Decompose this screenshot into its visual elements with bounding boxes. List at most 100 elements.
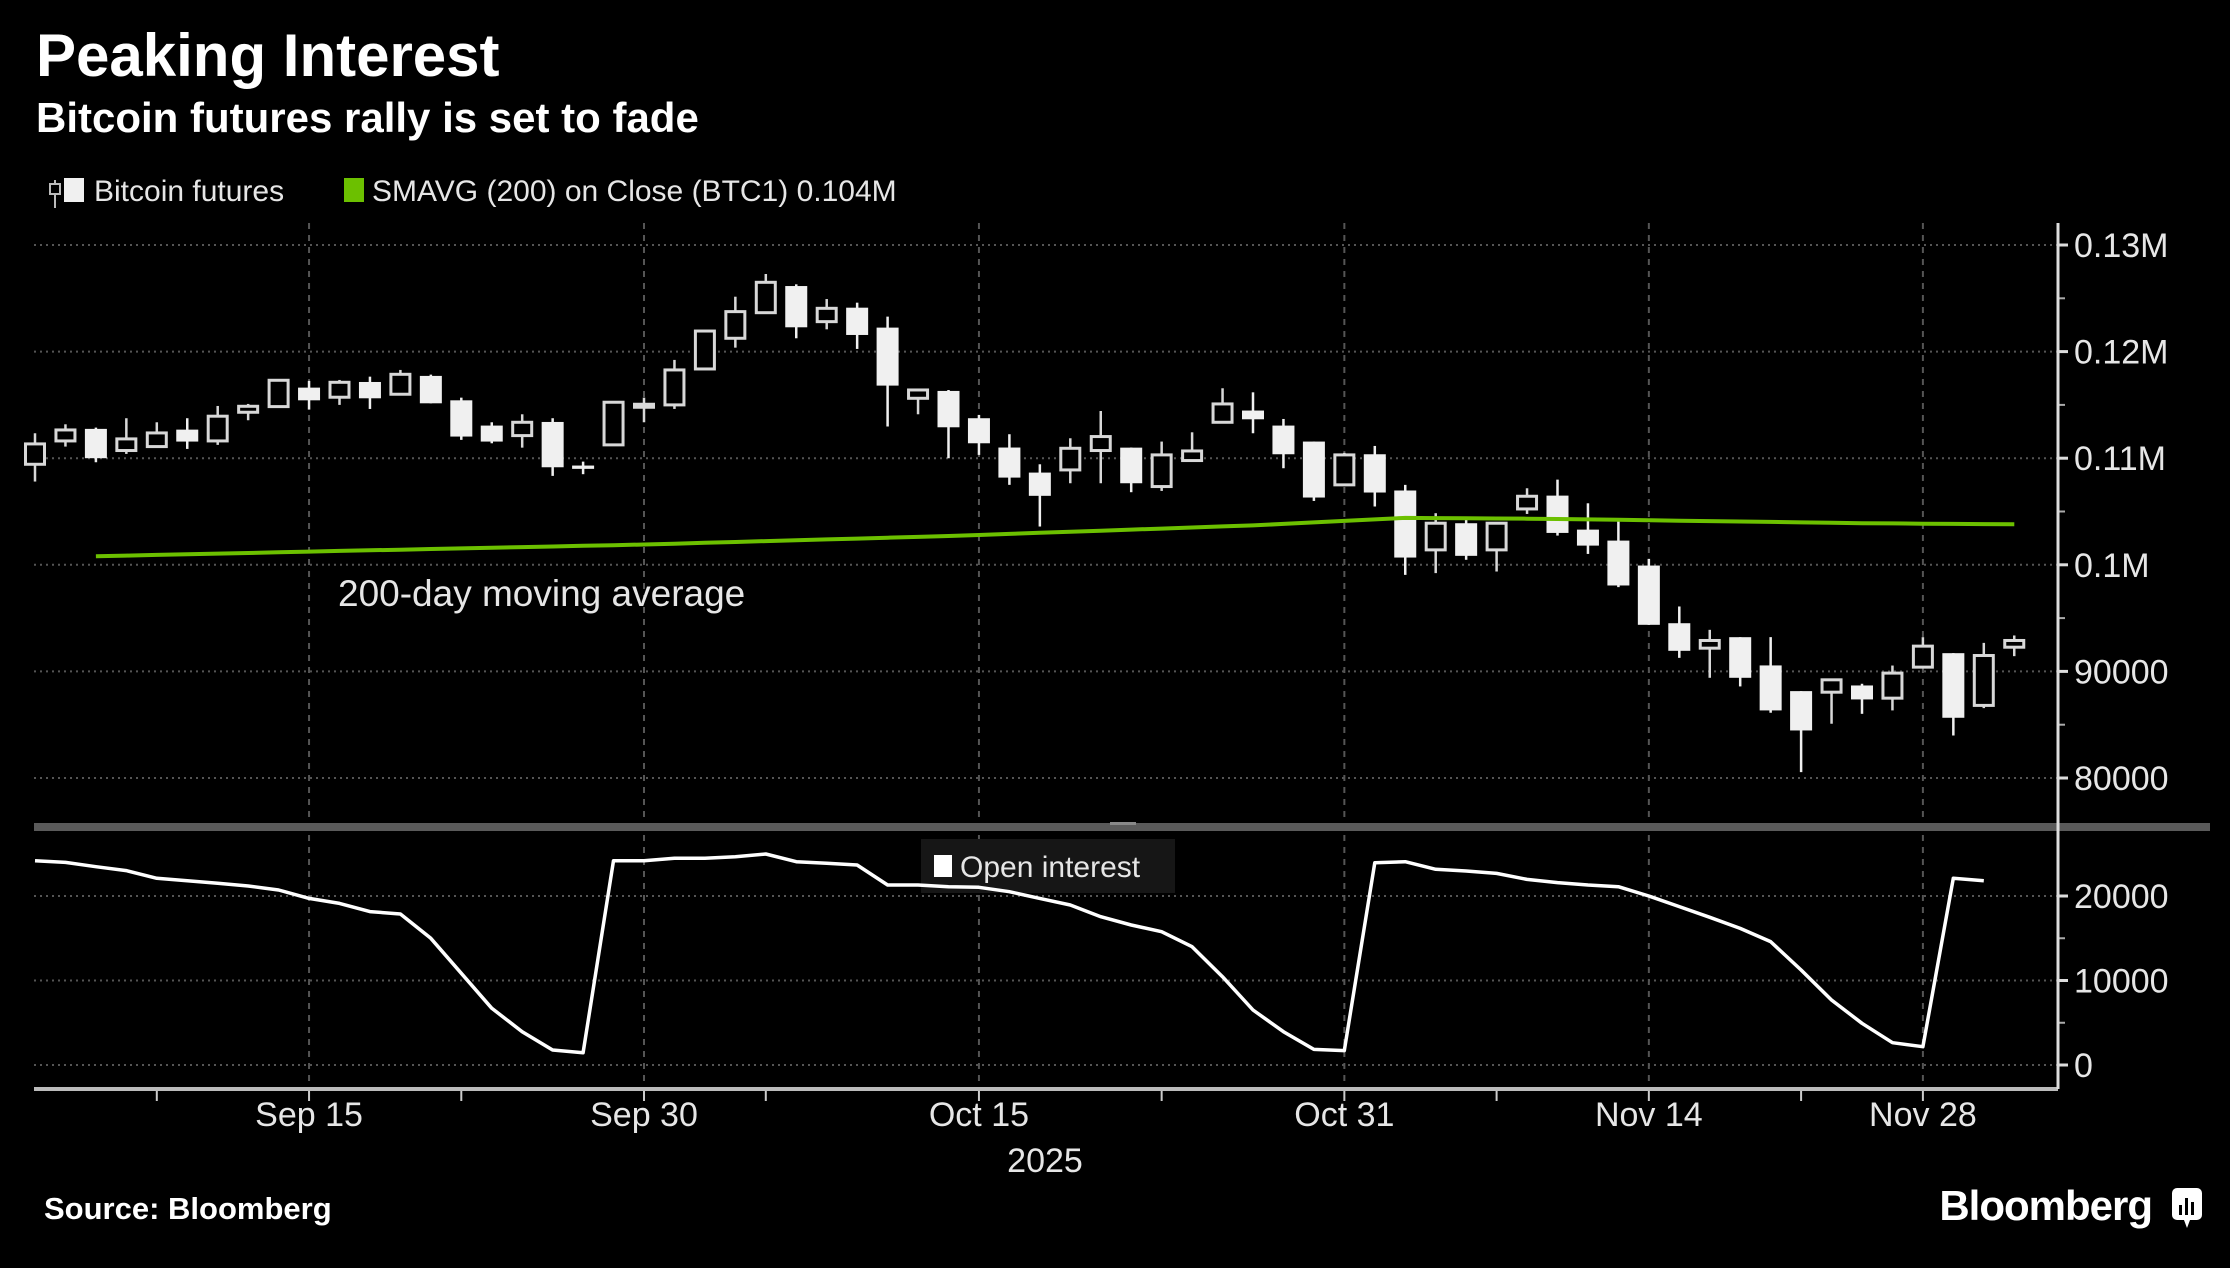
candle-body-down [967,418,990,444]
candle [480,422,503,444]
candle-body-up [1424,521,1447,552]
oi-y-tick-label: 20000 [2074,878,2169,916]
candle-body-up [24,442,46,466]
bloomberg-chart-icon [2172,1188,2202,1228]
candle [633,397,655,423]
candle [815,299,838,330]
candle [1028,464,1051,527]
candle-body-up [1089,435,1112,453]
candle-body-down [1120,447,1143,484]
candle [1059,438,1082,484]
candle-body-up [633,402,655,409]
candle-body-up [1333,453,1356,487]
candle-body-up [815,306,838,324]
price-y-tick-label: 90000 [2074,653,2169,691]
x-tick-label: Sep 30 [590,1096,698,1134]
candle-body-down [84,428,107,459]
open-interest-legend: Open interest [921,839,1175,893]
candle-body-down [480,425,503,442]
price-y-tick-label: 80000 [2074,760,2169,798]
candle [1272,418,1295,469]
candle [1302,441,1325,501]
candle [2003,635,2026,657]
candle [846,302,869,349]
candle-body-up [724,310,747,340]
candle-body-down [1272,425,1295,455]
candle [1759,637,1782,713]
candle-body-down [572,465,595,469]
chart-subtitle: Bitcoin futures rally is set to fade [36,94,699,141]
candle-body-up [907,388,930,400]
candle-body-down [1759,665,1782,711]
candle [663,359,686,409]
candle [1668,606,1691,658]
candle [1881,665,1904,711]
price-y-tick-label: 0.1M [2074,547,2150,585]
candle-body-up [1911,644,1934,669]
separator-grip[interactable] [1110,822,1136,825]
candle [937,389,960,459]
candle [1942,653,1965,736]
candle-body-up [1820,678,1843,694]
candle [693,329,716,371]
legend-label-candles: Bitcoin futures [94,175,284,208]
candle-body-up [145,431,168,449]
candle [1820,678,1843,724]
candle-body-up [693,329,716,371]
candle-body-down [1790,691,1813,731]
candle [1516,488,1539,514]
candle-body-down [1028,472,1051,496]
candle-body-down [1668,623,1691,651]
chart-title: Peaking Interest [36,22,500,89]
candle [145,422,168,449]
candle [358,376,381,409]
gridlines [34,223,2058,1089]
candle [1851,683,1873,714]
legend: Bitcoin futures SMAVG (200) on Close (BT… [49,175,897,208]
candle [1089,410,1112,484]
x-tick-label: Sep 15 [255,1096,363,1134]
candle [237,403,260,421]
candle [511,414,534,448]
candle-body-down [1394,490,1417,558]
candle-body-down [937,390,960,428]
candle-body-up [1516,494,1539,511]
bloomberg-logo: Bloomberg [1939,1182,2202,1229]
candle-body-down [1546,495,1569,533]
candle [206,405,229,445]
candle-body-down [1302,441,1325,498]
candle-body-down [176,429,199,442]
candle [267,378,290,409]
legend-label-sma: SMAVG (200) on Close (BTC1) 0.104M [372,175,897,208]
candle-body-down [1637,565,1660,625]
candle-body-down [998,447,1021,478]
candle-body-up [2003,638,2026,649]
candle-body-up [115,437,138,453]
candle-body-down [541,421,564,468]
legend-swatch-sma [344,178,364,202]
candle-body-down [298,387,321,401]
candle [1424,513,1447,574]
candle-body-up [602,400,625,447]
candle [998,434,1021,485]
candle-body-down [1851,685,1873,700]
candle [419,374,442,404]
candle-body-down [450,400,473,437]
candle [1607,518,1630,588]
panel-separator[interactable] [34,823,2210,831]
candle [1242,392,1264,434]
candle [1911,637,1934,669]
candle-body-up [1972,654,1995,707]
price-y-tick-label: 0.11M [2074,440,2166,478]
candle-body-down [1576,529,1599,546]
candle [24,433,46,482]
candle-body-down [1942,653,1965,718]
candle [1698,629,1721,678]
candle [876,316,899,427]
candle-body-down [358,381,381,399]
candle [1120,447,1143,493]
x-tick-label: Nov 28 [1869,1096,1977,1134]
sma-annotation: 200-day moving average [338,573,745,614]
candlestick-series [24,273,2026,773]
candle [389,369,412,396]
